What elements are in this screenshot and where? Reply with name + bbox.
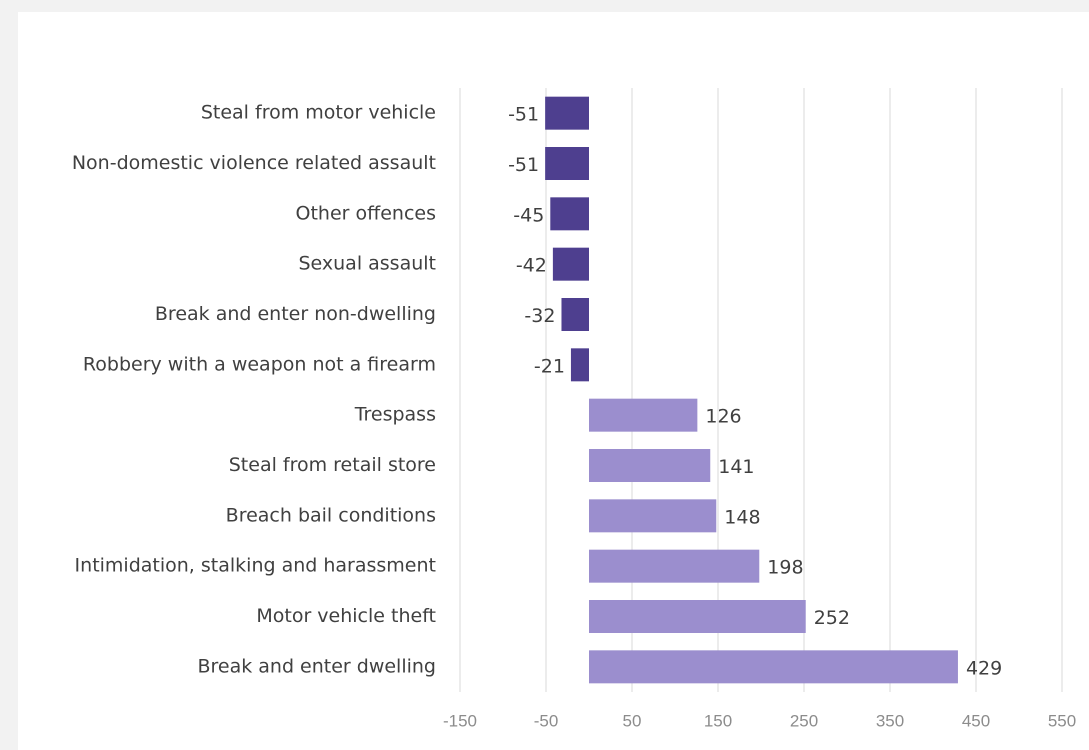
bar [545, 96, 589, 130]
bar [552, 247, 589, 281]
value-label: -21 [534, 355, 565, 377]
value-label: 429 [966, 657, 1002, 679]
y-tick-label: Motor vehicle theft [256, 605, 436, 627]
x-tick-label: 250 [790, 711, 818, 730]
x-tick-label: -50 [534, 711, 559, 730]
bar [589, 650, 958, 684]
y-tick-label: Intimidation, stalking and harassment [75, 555, 436, 577]
bar [570, 348, 589, 382]
bar [589, 600, 806, 633]
x-tick-label: 150 [704, 711, 732, 730]
y-tick-label: Break and enter dwelling [197, 655, 436, 677]
bar [545, 147, 589, 180]
value-label: -45 [513, 204, 544, 226]
bar [561, 298, 589, 331]
x-tick-label: 450 [962, 711, 990, 730]
y-tick-label: Trespass [354, 404, 436, 426]
value-label: -51 [508, 154, 539, 176]
x-tick-label: -150 [443, 711, 477, 730]
bar [589, 449, 711, 482]
bar [550, 197, 589, 231]
x-tick-label: 350 [876, 711, 904, 730]
value-label: -32 [524, 305, 555, 327]
bar [589, 398, 698, 432]
y-tick-label: Steal from motor vehicle [201, 102, 436, 124]
y-tick-label: Break and enter non-dwelling [155, 303, 436, 325]
value-label: -51 [508, 104, 539, 126]
chart-card [18, 12, 1089, 750]
y-tick-label: Non-domestic violence related assault [72, 152, 436, 174]
y-tick-label: Breach bail conditions [226, 504, 436, 526]
x-tick-label: 50 [623, 711, 642, 730]
x-tick-label: 550 [1048, 711, 1076, 730]
value-label: -42 [516, 255, 547, 277]
value-label: 141 [718, 456, 754, 478]
bar [589, 499, 717, 533]
value-label: 126 [705, 406, 741, 428]
y-tick-label: Robbery with a weapon not a firearm [83, 353, 436, 375]
y-tick-label: Steal from retail store [229, 454, 436, 476]
bar [589, 549, 760, 583]
value-label: 198 [767, 557, 803, 579]
value-label: 148 [724, 506, 760, 528]
y-tick-label: Sexual assault [298, 253, 436, 275]
y-tick-label: Other offences [296, 202, 436, 224]
value-label: 252 [814, 607, 850, 629]
